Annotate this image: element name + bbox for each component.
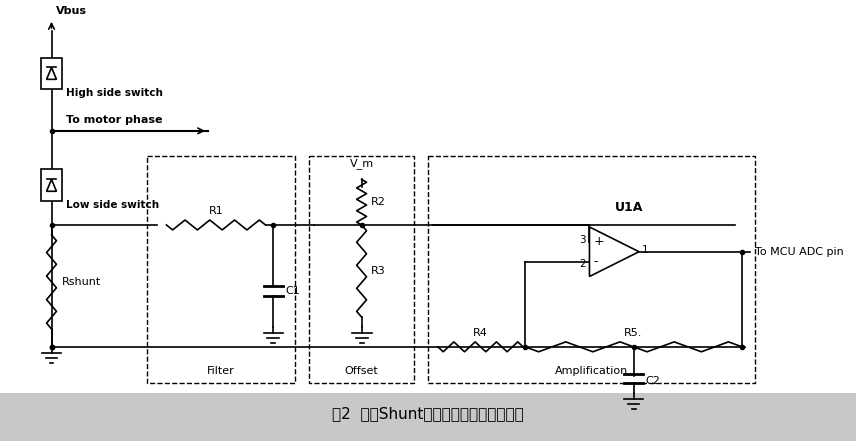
Bar [309,155,414,384]
Bar [0,2,856,393]
Bar [147,155,295,384]
Text: Rshunt: Rshunt [61,277,101,287]
Text: R2: R2 [371,197,385,207]
Text: -: - [594,255,598,268]
Text: U1A: U1A [615,201,644,214]
Text: R1: R1 [208,206,223,216]
Text: R4: R4 [473,328,488,338]
Text: Amplification: Amplification [555,365,628,376]
Text: 1: 1 [642,245,649,255]
Text: Vbus: Vbus [55,6,86,16]
Bar [0,2,856,393]
Text: Filter: Filter [207,365,235,376]
Bar [41,170,62,201]
Text: R5.: R5. [625,328,643,338]
Text: Offset: Offset [345,365,378,376]
Text: High side switch: High side switch [67,88,163,98]
Text: C2: C2 [645,377,660,386]
Text: To motor phase: To motor phase [67,115,163,125]
Text: C1: C1 [285,286,300,296]
Text: 图2  常用Shunt电阻电流检测电路原理图: 图2 常用Shunt电阻电流检测电路原理图 [332,406,524,421]
Bar [0,393,856,441]
Text: +: + [594,235,604,249]
Text: Low side switch: Low side switch [67,200,160,210]
Bar [0,393,856,441]
Text: R3: R3 [371,266,385,276]
Bar [41,58,62,89]
Text: 3: 3 [579,235,586,245]
Bar [428,155,755,384]
Polygon shape [589,227,639,276]
Text: To MCU ADC pin: To MCU ADC pin [755,247,843,256]
Text: 2: 2 [579,259,586,268]
Text: V_m: V_m [350,159,373,170]
